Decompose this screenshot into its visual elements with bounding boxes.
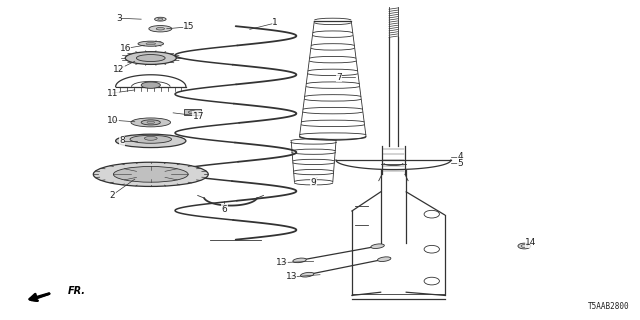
Ellipse shape (116, 134, 186, 148)
Text: 6: 6 (221, 205, 227, 214)
Ellipse shape (136, 54, 165, 61)
Ellipse shape (141, 120, 161, 125)
Text: 9: 9 (311, 178, 317, 187)
Text: 2: 2 (109, 190, 115, 200)
Ellipse shape (113, 166, 188, 182)
Ellipse shape (155, 17, 166, 21)
Ellipse shape (138, 41, 164, 46)
Text: 15: 15 (183, 22, 195, 31)
Text: 3: 3 (116, 14, 122, 23)
Ellipse shape (141, 82, 161, 88)
Ellipse shape (156, 28, 164, 30)
Text: 13: 13 (285, 272, 297, 281)
Text: 7: 7 (336, 73, 342, 82)
Text: 16: 16 (120, 44, 131, 53)
Text: 13: 13 (276, 258, 287, 267)
Text: 1: 1 (273, 19, 278, 28)
Ellipse shape (145, 136, 157, 140)
Text: 8: 8 (119, 136, 125, 145)
Ellipse shape (146, 43, 156, 45)
Text: 5: 5 (458, 159, 463, 168)
Ellipse shape (188, 111, 196, 114)
Text: 14: 14 (525, 238, 536, 247)
Ellipse shape (293, 258, 307, 263)
Text: FR.: FR. (68, 286, 86, 296)
Ellipse shape (301, 272, 314, 277)
Text: 10: 10 (107, 116, 118, 125)
Ellipse shape (518, 243, 531, 249)
Text: T5AAB2800: T5AAB2800 (588, 302, 630, 311)
Text: 11: 11 (107, 89, 118, 98)
FancyBboxPatch shape (184, 109, 200, 116)
Ellipse shape (147, 121, 155, 124)
Text: 4: 4 (458, 152, 463, 161)
Text: 12: 12 (113, 65, 125, 74)
Ellipse shape (130, 135, 172, 143)
Text: 17: 17 (193, 112, 204, 121)
Ellipse shape (149, 26, 172, 32)
Ellipse shape (378, 257, 391, 261)
Ellipse shape (131, 118, 171, 127)
Ellipse shape (125, 52, 176, 64)
Ellipse shape (371, 244, 385, 249)
Ellipse shape (93, 162, 208, 187)
